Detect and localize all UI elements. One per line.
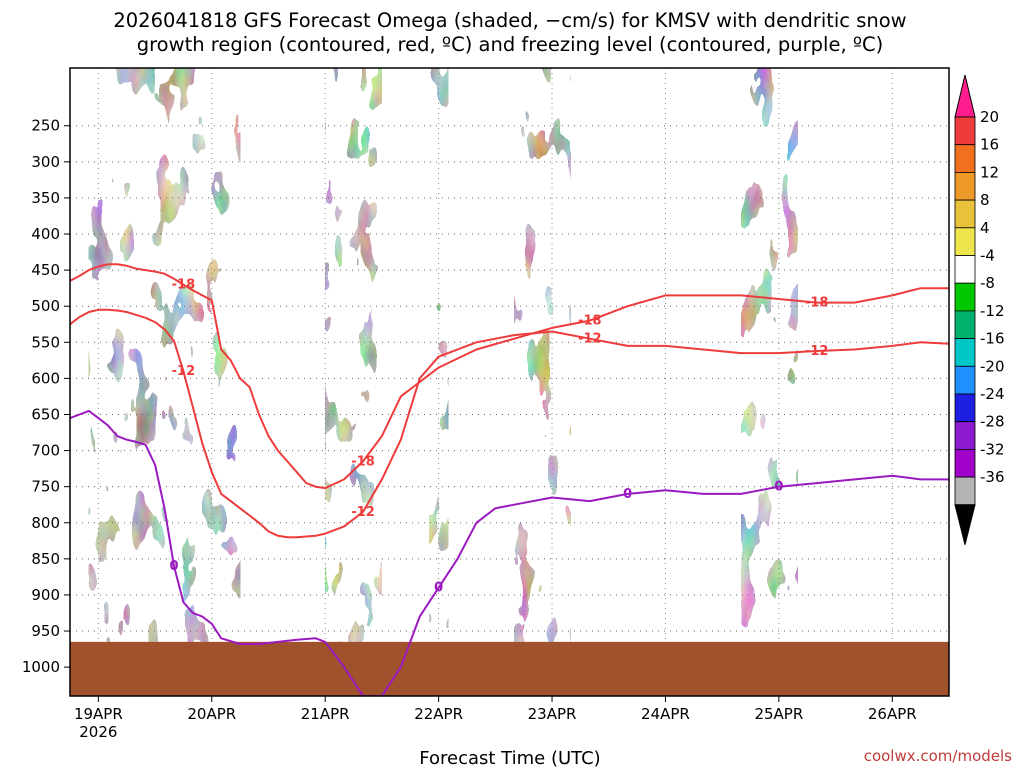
colorbar-swatch-2 [954,144,976,173]
y-tick-label-750: 750 [31,478,60,496]
colorbar-swatch-3 [954,171,976,201]
colorbar-swatch-1 [954,116,976,146]
colorbar-bottom-arrow [954,504,976,545]
credit-link[interactable]: coolwx.com/models [864,747,1012,765]
y-tick-label-300: 300 [31,153,60,171]
y-tick-label-800: 800 [31,514,60,532]
colorbar-label-11: -28 [980,413,1005,431]
colorbar-swatch-10 [954,365,976,395]
colorbar-swatch-9 [954,338,976,367]
x-tick-label-24APR: 24APR [641,705,690,723]
x-tick-label-19APR: 19APR [74,705,123,723]
y-tick-label-500: 500 [31,297,60,315]
colorbar-swatch-4 [954,199,976,229]
contour-line--18 [70,263,949,490]
y-tick-label-550: 550 [31,333,60,351]
y-tick-label-400: 400 [31,225,60,243]
contour-label--18-2: -18 [578,314,602,329]
contour-label--18-1: -18 [351,454,375,469]
y-tick-label-450: 450 [31,261,60,279]
colorbar-swatch-13 [954,448,976,478]
omega-shade-band-1 [173,68,241,696]
colorbar-label-6: -8 [980,274,995,292]
omega-shade-band-3 [429,68,449,696]
omega-shade-band-0 [88,68,174,696]
contour-label--18-0: -18 [172,278,196,293]
y-tick-label-600: 600 [31,369,60,387]
colorbar-swatch-5 [954,227,976,256]
contour-label-0-1: 0 [434,581,443,596]
contour-label--12-0: -12 [172,364,196,379]
x-tick-label-22APR: 22APR [414,705,463,723]
y-tick-label-350: 350 [31,189,60,207]
y-axis: 250 300 350 400 450 500 550 600 650 700 750 800 850 9… [22,117,70,676]
colorbar-label-10: -24 [980,385,1005,403]
x-tick-label-23APR: 23APR [528,705,577,723]
colorbar-swatch-11 [954,393,976,423]
contour-label-0-0: 0 [169,559,178,574]
x-tick-year-label: 2026 [79,723,117,741]
y-tick-label-950: 950 [31,622,60,640]
colorbar-label-7: -12 [980,302,1005,320]
colorbar-swatch-8 [954,310,976,339]
x-tick-label-21APR: 21APR [301,705,350,723]
chart-title-line-2: growth region (contoured, red, ºC) and f… [137,33,884,56]
x-tick-label-26APR: 26APR [868,705,917,723]
omega-shade-band-2 [325,68,382,696]
colorbar-label-0: 20 [980,108,999,126]
colorbar-swatch-14 [954,476,976,506]
x-tick-label-20APR: 20APR [187,705,236,723]
y-tick-label-850: 850 [31,550,60,568]
colorbar-label-1: 16 [980,136,999,154]
colorbar-swatch-12 [954,421,976,450]
ground-fill [70,641,949,696]
colorbar-swatch-7 [954,282,976,312]
contour-lines: -18 -18 -18 -18 -12 -12 -12 -12 0 0 0 0 [70,263,949,696]
colorbar-label-12: -32 [980,440,1005,458]
colorbar-label-8: -16 [980,330,1005,348]
colorbar-swatch-6 [954,255,976,284]
colorbar-label-3: 8 [980,191,990,209]
contour-label--12-2: -12 [578,332,602,347]
y-tick-label-650: 650 [31,405,60,423]
contour-label--18-3: -18 [805,296,829,311]
plot-frame [69,67,950,697]
y-tick-label-700: 700 [31,442,60,460]
contour-label-0-3: 0 [774,480,783,495]
colorbar-label-13: -36 [980,468,1005,486]
colorbar-label-4: 4 [980,219,990,237]
plot-area: -18 -18 -18 -18 -12 -12 -12 -12 0 0 0 0 [70,68,949,696]
colorbar-label-2: 12 [980,163,999,181]
contour-label--12-1: -12 [351,505,375,520]
y-tick-label-900: 900 [31,586,60,604]
x-axis-title: Forecast Time (UTC) [419,748,600,768]
omega-shade-band-4 [514,68,571,696]
colorbar-label-5: -4 [980,247,995,265]
y-tick-label-1000: 1000 [22,658,60,676]
x-tick-label-25APR: 25APR [754,705,803,723]
contour-line--12 [70,308,949,539]
contour-label-0-2: 0 [623,487,632,502]
colorbar-label-9: -20 [980,357,1005,375]
contour-label--12-3: -12 [805,344,829,359]
omega-shading [88,68,798,696]
chart-title-line-1: 2026041818 GFS Forecast Omega (shaded, −… [113,9,906,32]
colorbar: 20 16 12 8 4 -4 -8 -12 -16 -20 -24 -28 -32 -36 [954,74,1005,545]
contour-line-0 [70,409,949,696]
colorbar-top-arrow [954,74,976,118]
omega-shade-band-5 [741,68,798,696]
y-tick-label-250: 250 [31,117,60,135]
